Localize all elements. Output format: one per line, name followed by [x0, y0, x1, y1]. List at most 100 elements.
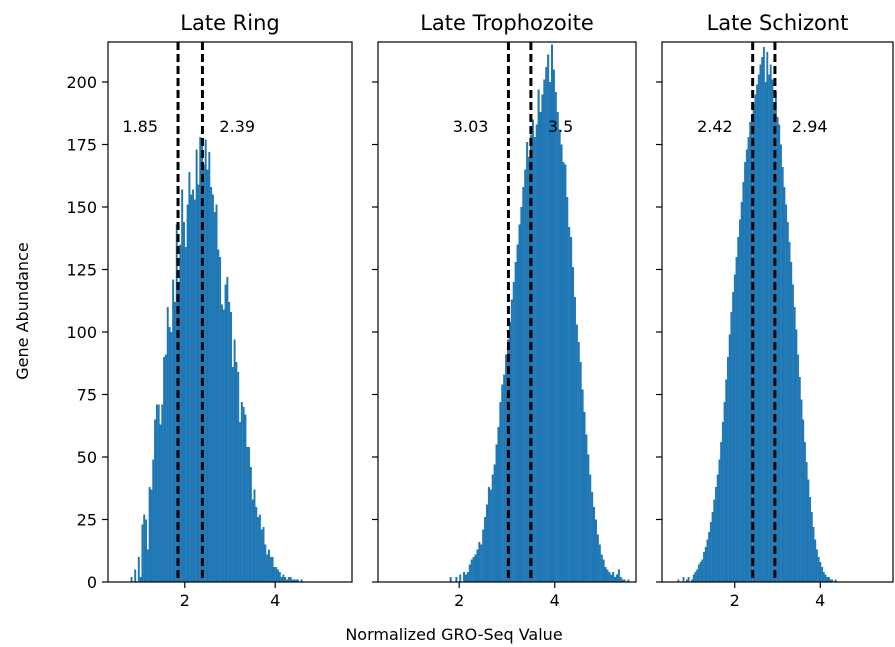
histogram-bar — [184, 247, 187, 582]
histogram-bar — [795, 329, 798, 582]
line-value-label: 2.39 — [219, 117, 255, 136]
histogram-bar — [493, 464, 496, 582]
histogram-bar — [552, 69, 555, 582]
histogram-bar — [188, 172, 191, 582]
histogram-bar — [703, 552, 705, 582]
histogram-bars — [130, 137, 303, 582]
panel-title: Late Ring — [180, 11, 279, 35]
histogram-bar — [145, 519, 148, 582]
histogram-bar — [706, 539, 709, 582]
histogram-bar — [739, 219, 741, 582]
histogram-bar — [566, 197, 569, 582]
histogram-bar — [287, 577, 290, 582]
histogram-bar — [531, 119, 534, 582]
histogram-bar — [571, 267, 575, 582]
histogram-bar — [612, 572, 615, 582]
y-tick-label: 150 — [66, 198, 97, 217]
histogram-bar — [805, 462, 808, 582]
histogram-bar — [255, 507, 258, 582]
histogram-bar — [199, 137, 202, 582]
histogram-bar — [788, 242, 791, 582]
histogram-bar — [173, 302, 176, 582]
histogram-bar — [608, 572, 611, 582]
histogram-bar — [550, 44, 554, 582]
y-tick-label: 75 — [77, 386, 97, 405]
histogram-bar — [594, 519, 597, 582]
histogram-bar — [721, 422, 724, 582]
histogram-bar — [814, 539, 817, 582]
histogram-bar — [704, 547, 707, 582]
histogram-bar — [778, 124, 781, 582]
histogram-bar — [300, 579, 303, 582]
histogram-bar — [585, 434, 588, 582]
histogram-bar — [745, 149, 748, 582]
histogram-bar — [682, 577, 685, 582]
histogram-bar — [219, 257, 222, 582]
histogram-bar — [143, 514, 146, 582]
histogram-bar — [186, 204, 189, 582]
histogram-bar — [556, 112, 559, 582]
histogram-bar — [193, 199, 196, 582]
histogram-bar — [251, 499, 254, 582]
histogram-bar — [691, 579, 693, 582]
histogram-bar — [797, 354, 800, 582]
histogram-bar — [759, 64, 762, 582]
histogram-bar — [727, 357, 729, 582]
histogram-bar — [170, 332, 173, 582]
histogram-bar — [617, 569, 620, 582]
line-value-label: 2.94 — [792, 117, 828, 136]
line-value-label: 3.5 — [548, 117, 573, 136]
histogram-bar — [491, 474, 494, 582]
histogram-bar — [604, 567, 607, 582]
histogram-bar — [817, 557, 820, 582]
x-tick-label: 4 — [815, 591, 825, 610]
histogram-bar — [273, 567, 276, 582]
histogram-bar — [699, 562, 702, 582]
histogram-bar — [197, 184, 200, 582]
histogram-bar — [148, 487, 151, 582]
histogram-bar — [809, 497, 812, 582]
histogram-bar — [514, 262, 517, 582]
histogram-bar — [610, 574, 613, 582]
histogram-bar — [732, 292, 735, 582]
histogram-bar — [206, 169, 209, 582]
y-tick-label: 100 — [66, 323, 97, 342]
histogram-bar — [694, 572, 697, 582]
histogram-bar — [262, 527, 265, 582]
histogram-bar — [295, 579, 298, 582]
histogram-bar — [786, 222, 789, 582]
histogram-bar — [253, 489, 256, 582]
histogram-bar — [289, 577, 292, 582]
histogram-bar — [744, 162, 746, 582]
histogram-bar — [217, 249, 220, 582]
histogram-bar — [154, 419, 157, 582]
x-tick-label: 4 — [270, 591, 280, 610]
y-tick-label: 125 — [66, 261, 97, 280]
histogram-bar — [164, 354, 167, 582]
histogram-bar — [800, 399, 803, 582]
histogram-bar — [757, 74, 760, 582]
histogram-bar — [507, 339, 510, 582]
histogram-bar — [737, 237, 740, 582]
histogram-bar — [224, 284, 227, 582]
histogram-bar — [497, 427, 500, 582]
histogram-bar — [749, 122, 752, 582]
histogram-bar — [627, 579, 630, 582]
histogram-bar — [501, 384, 504, 582]
histogram-bar — [291, 579, 294, 582]
histogram-bar — [512, 282, 515, 582]
histogram-bar — [258, 514, 261, 582]
histogram-bar — [568, 227, 571, 582]
histogram-bar — [570, 237, 573, 582]
histogram-bar — [237, 372, 240, 582]
histogram-bar — [780, 144, 782, 582]
histogram-bar — [520, 207, 523, 582]
histogram-bar — [720, 442, 723, 582]
histogram-bars — [677, 47, 837, 582]
histogram-bar — [155, 404, 158, 582]
histogram-bar — [278, 572, 281, 582]
histogram-bar — [240, 402, 243, 582]
histogram-bar — [239, 422, 241, 582]
histogram-bar — [195, 149, 198, 582]
